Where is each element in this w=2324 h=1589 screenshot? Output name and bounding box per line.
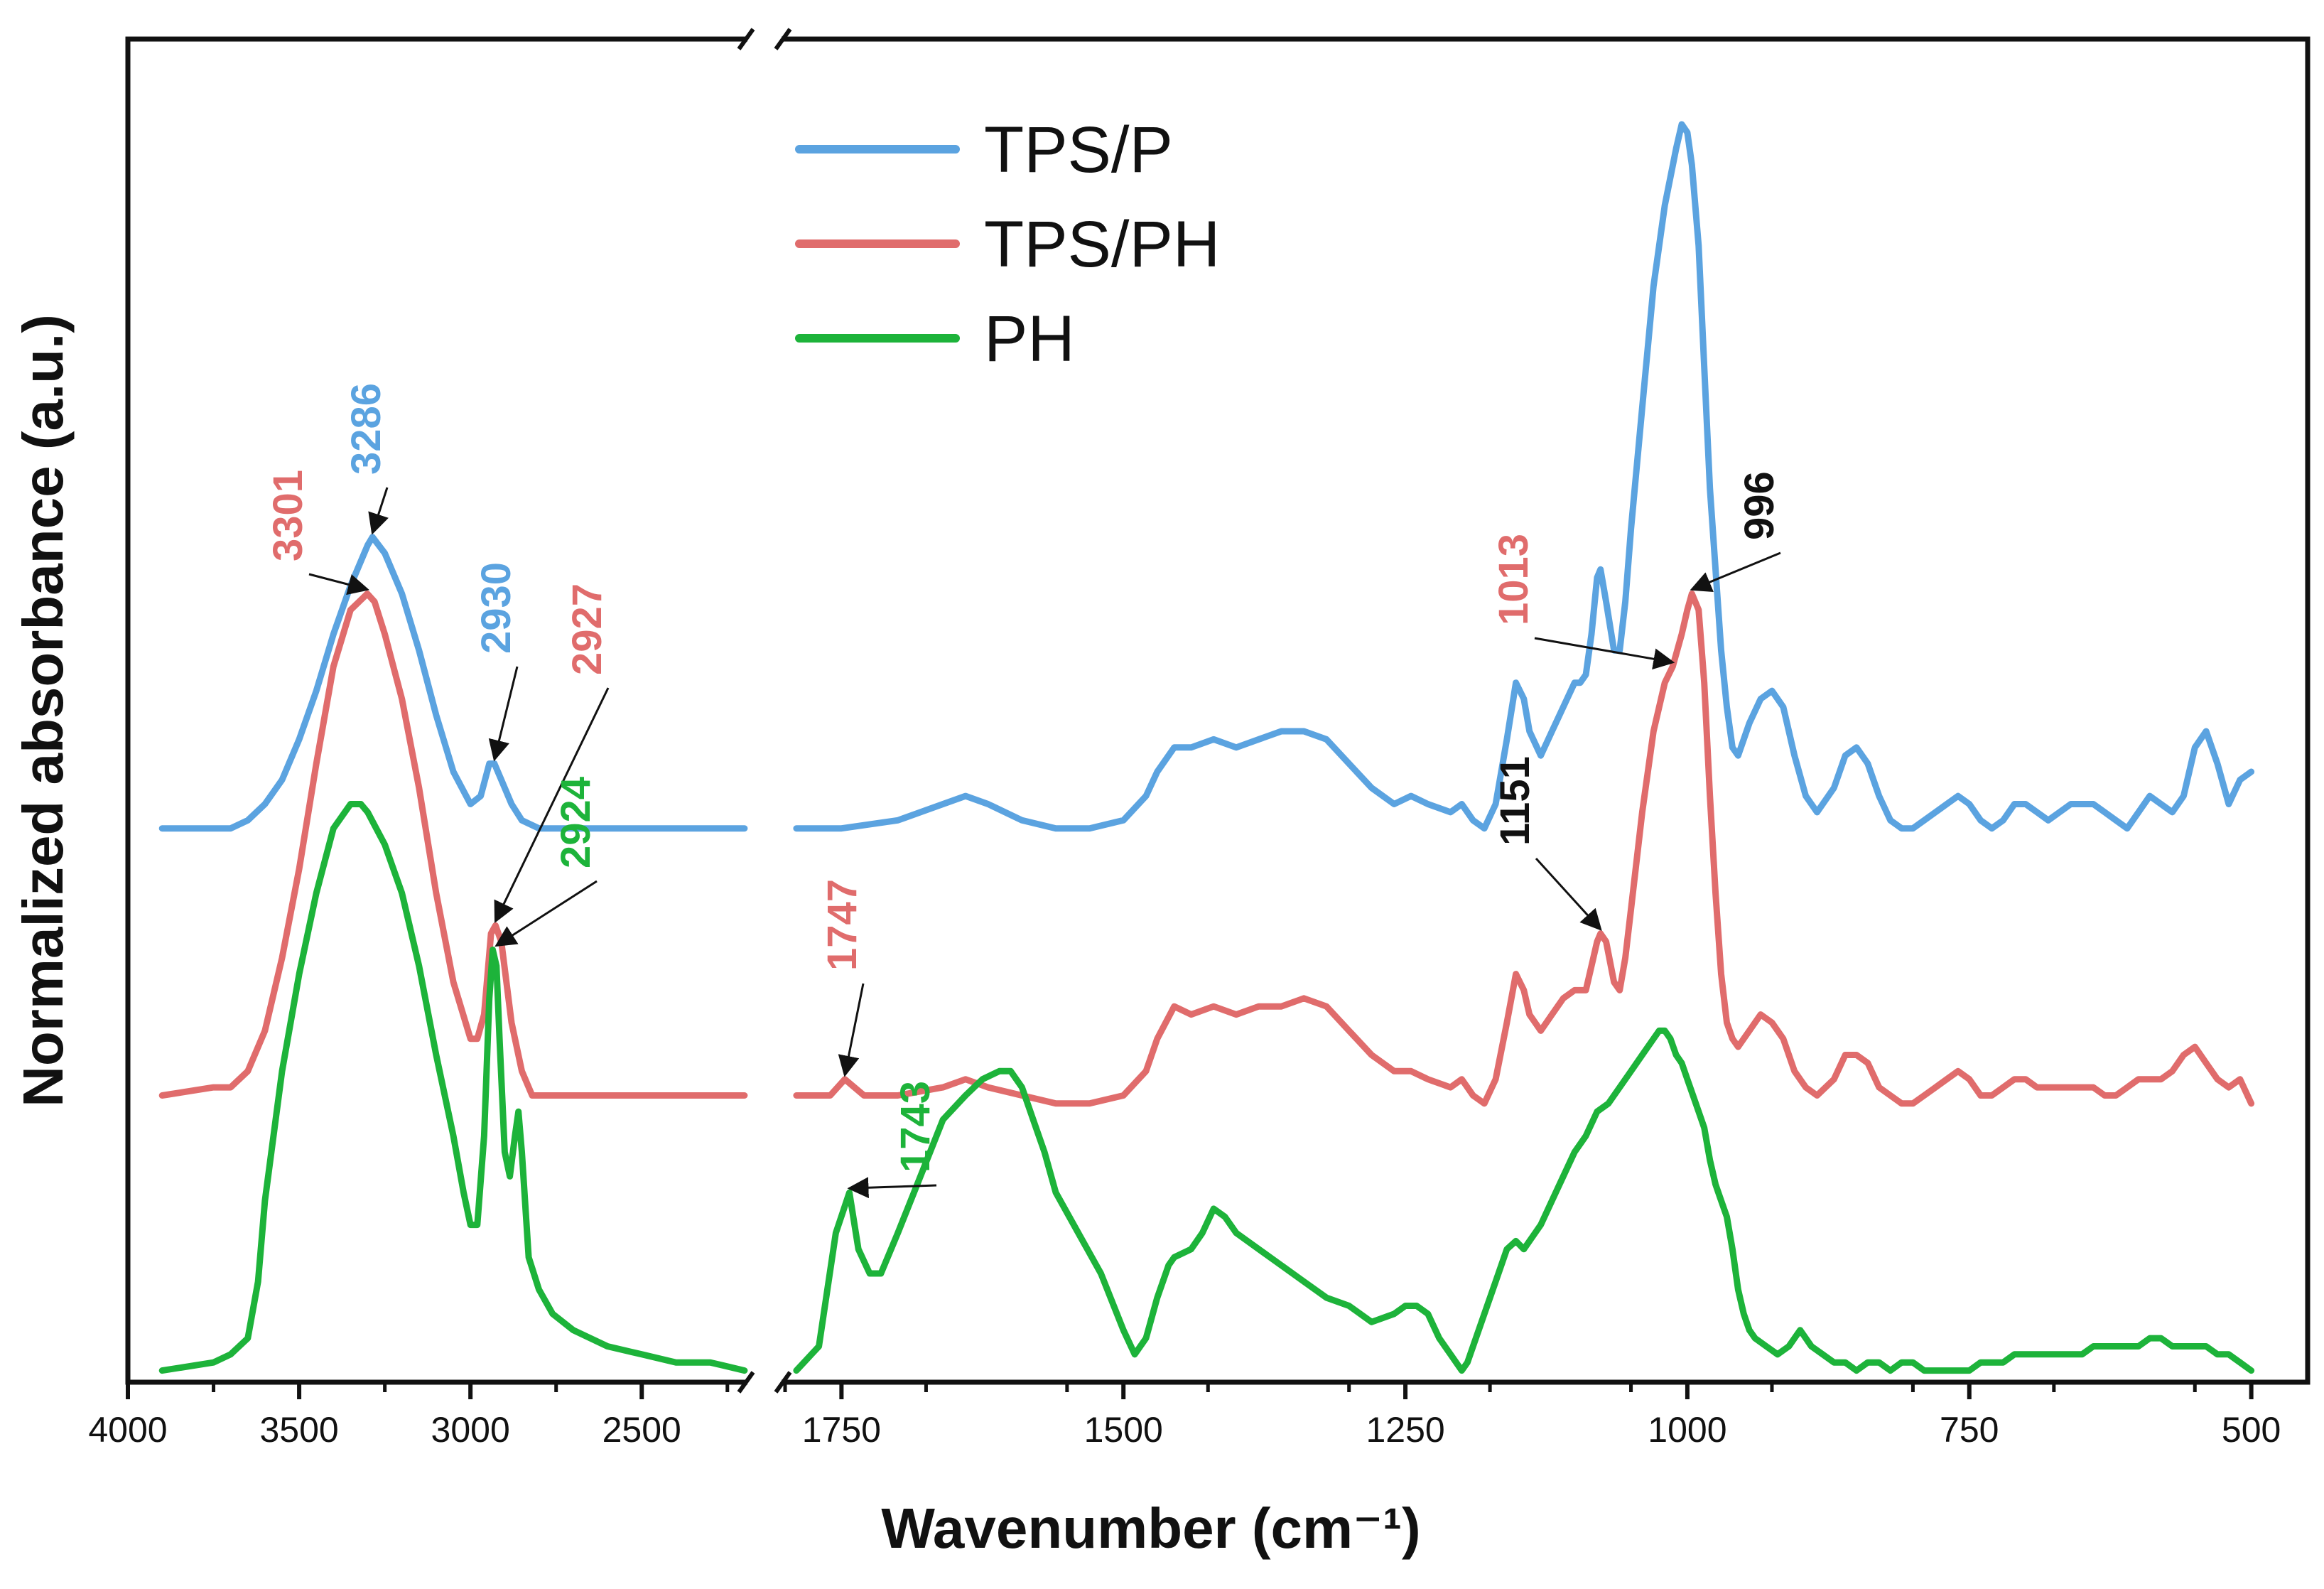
annotation-label-1013: 1013 [1491,534,1537,625]
annotation-label-2930: 2930 [473,562,519,654]
series-ph-line-1 [158,801,748,1374]
annotation-arrow-996 [1690,551,1781,593]
annotation-label-2924: 2924 [553,777,599,868]
x-tick-label: 1750 [802,1410,881,1450]
annotation-arrow-3286 [368,487,389,535]
annotation-label-1743: 1743 [892,1081,939,1173]
axis-break-mark [774,1371,792,1394]
annotation-label-2927: 2927 [564,583,610,675]
annotation-arrow-2930 [488,666,519,762]
x-tick-label: 1500 [1084,1410,1163,1450]
legend: TPS/P TPS/PH PH [795,114,1220,375]
series-tps-p-line-1 [158,534,748,832]
series-tps-ph-line-1 [158,591,748,1099]
series-layer [158,121,2255,1374]
legend-label-tps-p: TPS/P [984,114,1173,186]
legend-label-ph: PH [984,303,1075,375]
annotation-label-3286: 3286 [343,383,389,475]
x-tick-label: 750 [1940,1410,1999,1450]
annotation-arrow-1151 [1535,857,1602,931]
annotation-label-1151: 1151 [1492,756,1538,846]
legend-label-tps-ph: TPS/PH [984,208,1220,281]
annotation-label-996: 996 [1736,471,1783,540]
axis-break-mark [737,28,755,50]
x-tick-label: 4000 [88,1410,167,1450]
annotation-arrow-1743 [847,1177,937,1199]
x-tick-label: 2500 [602,1410,681,1450]
x-tick-label: 3500 [259,1410,338,1450]
frame-right [782,36,2311,1385]
annotation-arrow-2927 [494,687,610,924]
x-tick-label: 3000 [431,1410,510,1450]
x-axis-title: Wavenumber (cm⁻¹) [881,1497,1420,1560]
x-tick-label: 1000 [1648,1410,1726,1450]
annotation-arrow-1013 [1534,637,1675,670]
annotation-arrow-2924 [494,880,598,947]
plot-frame [125,28,2311,1394]
axis-break-mark [774,28,792,50]
axis-ticks: 4000 3500 3000 2500 1750 1500 1250 1000 750 500 [88,1382,2281,1450]
x-tick-label: 500 [2222,1410,2281,1450]
annotation-arrow-3301 [308,573,369,596]
frame-left [125,36,747,1385]
axis-break-mark [737,1371,755,1394]
y-axis-title: Normalized absorbance (a.u.) [11,314,75,1107]
series-tps-p-line-2 [793,121,2255,832]
annotation-label-3301: 3301 [265,470,311,561]
series-tps-ph-line-2 [793,591,2255,1107]
series-ph-line-2 [793,1027,2255,1374]
annotation-label-1747: 1747 [819,879,865,971]
x-tick-label: 1250 [1366,1410,1444,1450]
annotation-arrow-1747 [838,983,865,1077]
peak-annotations: 3301 3286 2930 2927 2924 1747 1743 1151 1013 996 [265,383,1783,1199]
